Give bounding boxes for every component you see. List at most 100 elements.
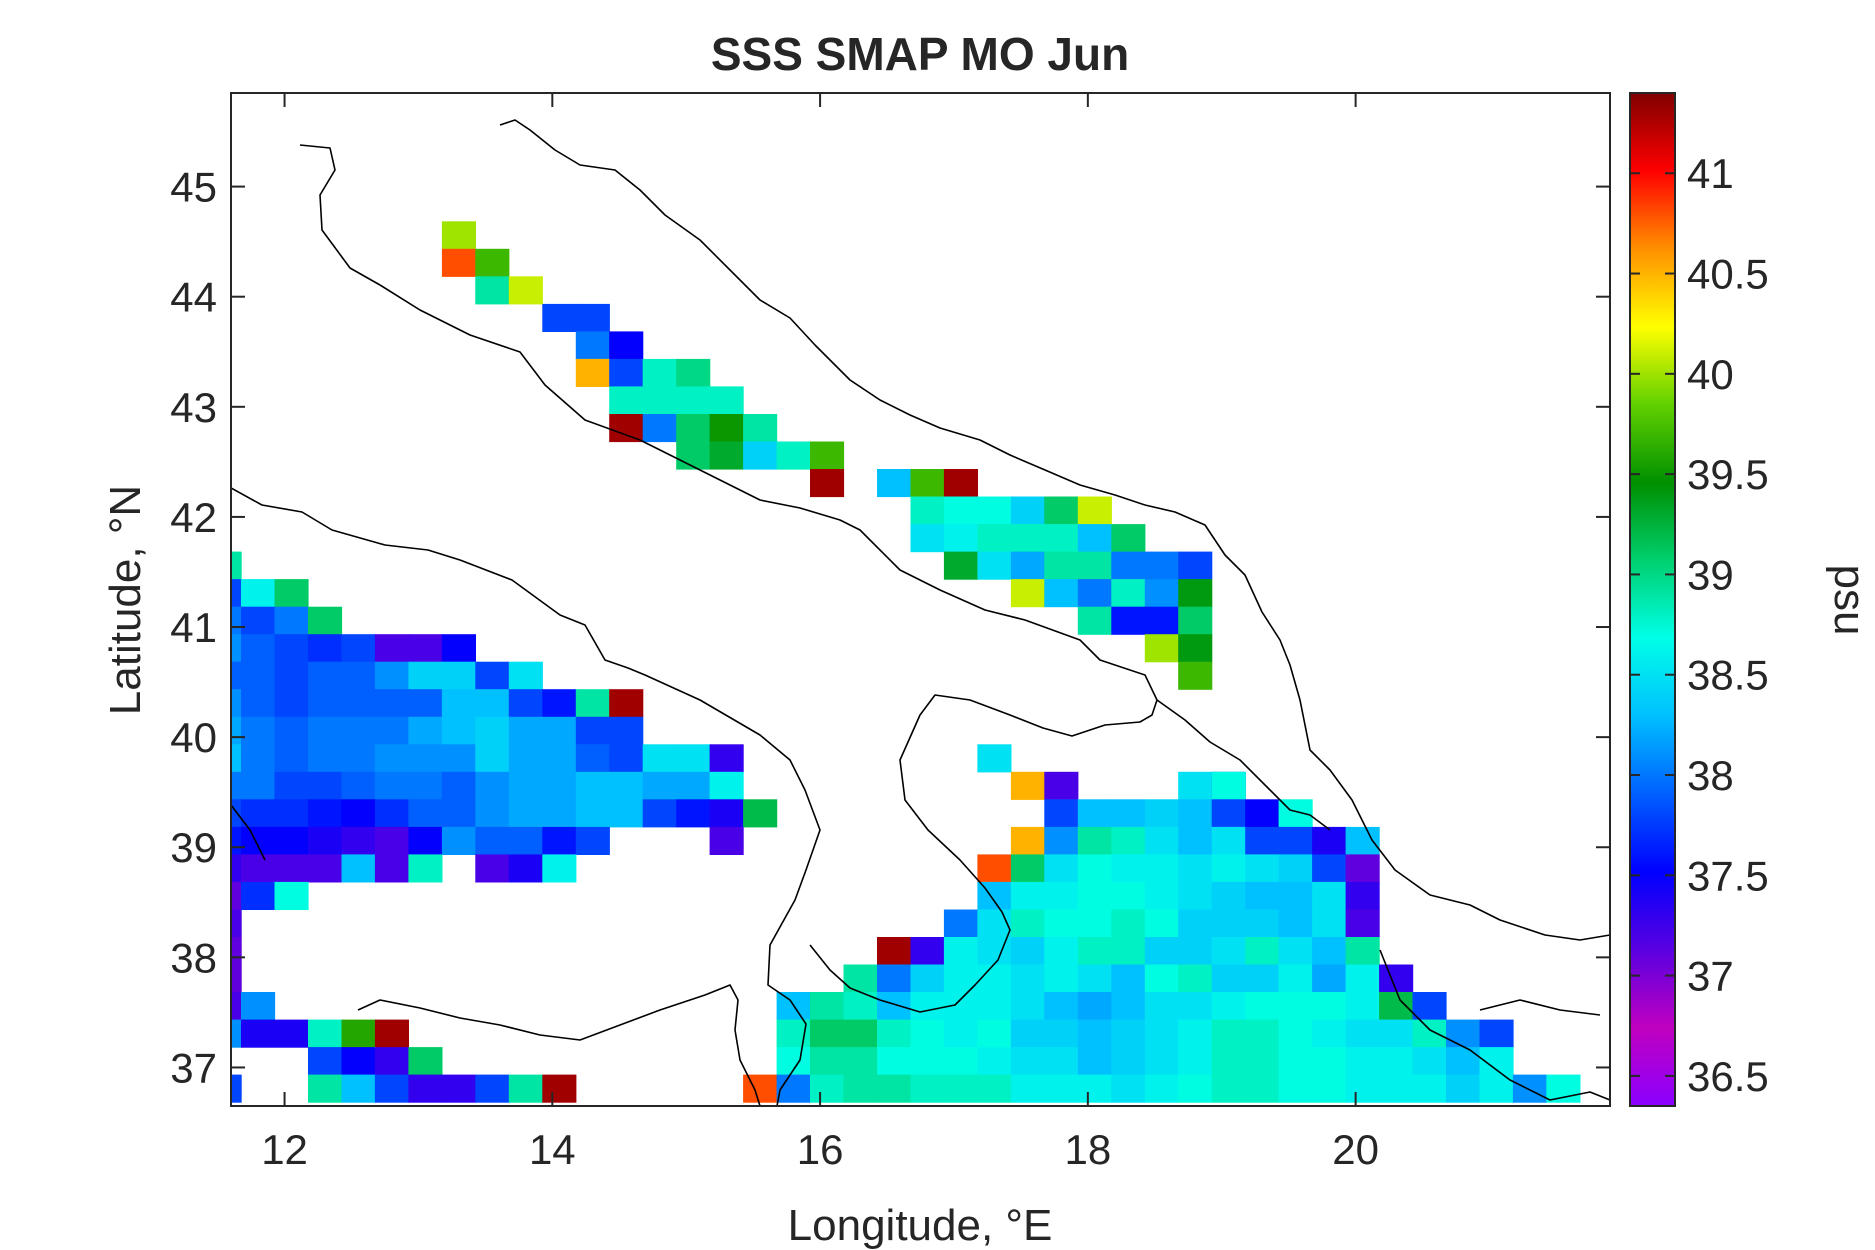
salinity-cell [274,771,309,800]
salinity-cell [1178,909,1213,938]
salinity-cell [341,1019,376,1048]
salinity-cell [1010,964,1045,993]
y-tick-label: 37 [170,1044,217,1091]
salinity-cell [776,1074,811,1103]
salinity-cell [877,1047,912,1076]
salinity-cell [1245,799,1280,828]
salinity-cell [1077,826,1112,855]
salinity-cell [1312,964,1347,993]
salinity-cell [1111,937,1146,966]
salinity-cell [475,716,510,745]
salinity-cell [231,634,242,663]
salinity-cell [1245,992,1280,1021]
salinity-cell [709,771,744,800]
salinity-cell [441,1074,476,1103]
salinity-cell [1211,1047,1246,1076]
salinity-cell [1245,1074,1280,1103]
coastline-gulf-taranto [1156,699,1331,831]
coastline-peloponnese [1479,999,1601,1016]
salinity-cell [241,881,276,910]
salinity-cell [241,1019,276,1048]
salinity-cell [1077,496,1112,525]
y-axis: 37 38 39 40 41 42 43 44 45 [170,164,1610,1091]
salinity-cell [441,744,476,773]
salinity-cell [642,386,677,415]
salinity-cell [1211,826,1246,855]
salinity-cell [1379,1074,1414,1103]
salinity-cell [977,1047,1012,1076]
salinity-cell [609,689,644,718]
salinity-cell [776,441,811,470]
salinity-cell [241,992,276,1021]
salinity-cell [441,716,476,745]
y-tick-label: 39 [170,824,217,871]
salinity-cell [508,771,543,800]
salinity-cell [609,358,644,387]
salinity-cell [1010,496,1045,525]
colorbar-tick-label: 39.5 [1687,451,1769,498]
salinity-cell [1211,909,1246,938]
salinity-cell [508,744,543,773]
salinity-cell [1044,826,1079,855]
plot-frame [230,92,1611,1107]
salinity-cell [274,579,309,608]
salinity-cell [441,661,476,690]
salinity-cell [709,386,744,415]
salinity-cell [231,551,242,580]
salinity-cell [575,358,610,387]
salinity-cell [1111,1019,1146,1048]
salinity-cell [308,1047,343,1076]
salinity-cell [231,826,242,855]
salinity-cell [1044,881,1079,910]
salinity-cell [1077,964,1112,993]
salinity-cell [1077,799,1112,828]
y-tick-label: 41 [170,604,217,651]
salinity-cell [1211,771,1246,800]
salinity-cell [609,771,644,800]
salinity-cell [1412,1047,1447,1076]
salinity-cell [943,909,978,938]
salinity-cell [441,689,476,718]
salinity-cell [1211,992,1246,1021]
salinity-cell [877,469,912,498]
coastline-italy-east [299,144,1158,1013]
salinity-cell [1245,937,1280,966]
salinity-cell [374,1019,409,1048]
coastline-sicily [357,984,761,1106]
salinity-cell [341,689,376,718]
salinity-cell [1278,881,1313,910]
coastline-sardinia-edge [231,804,266,861]
salinity-cell [1077,881,1112,910]
salinity-cell [1178,992,1213,1021]
salinity-cell [1144,826,1179,855]
coastline-greece [1379,949,1610,1101]
salinity-cell [1144,909,1179,938]
salinity-cell [241,689,276,718]
colorbar-tick-label: 40 [1687,351,1734,398]
salinity-cell [1111,992,1146,1021]
salinity-cell [810,441,845,470]
salinity-cell [575,799,610,828]
salinity-cell [241,854,276,883]
salinity-cell [676,744,711,773]
salinity-cell [676,441,711,470]
salinity-cell [1178,799,1213,828]
salinity-cell [1278,1047,1313,1076]
salinity-cell [374,744,409,773]
salinity-cell [441,799,476,828]
salinity-cell [609,744,644,773]
salinity-cell [943,469,978,498]
salinity-cell [1010,579,1045,608]
salinity-cell [241,716,276,745]
salinity-cell [542,689,577,718]
salinity-cell [475,248,510,277]
salinity-cell [1077,524,1112,553]
salinity-cell [1245,909,1280,938]
salinity-cell [231,579,242,608]
salinity-cell [943,1019,978,1048]
salinity-cell [1044,496,1079,525]
salinity-cell [1044,937,1079,966]
salinity-cell [508,276,543,305]
salinity-cell [1312,881,1347,910]
salinity-cell [1178,551,1213,580]
